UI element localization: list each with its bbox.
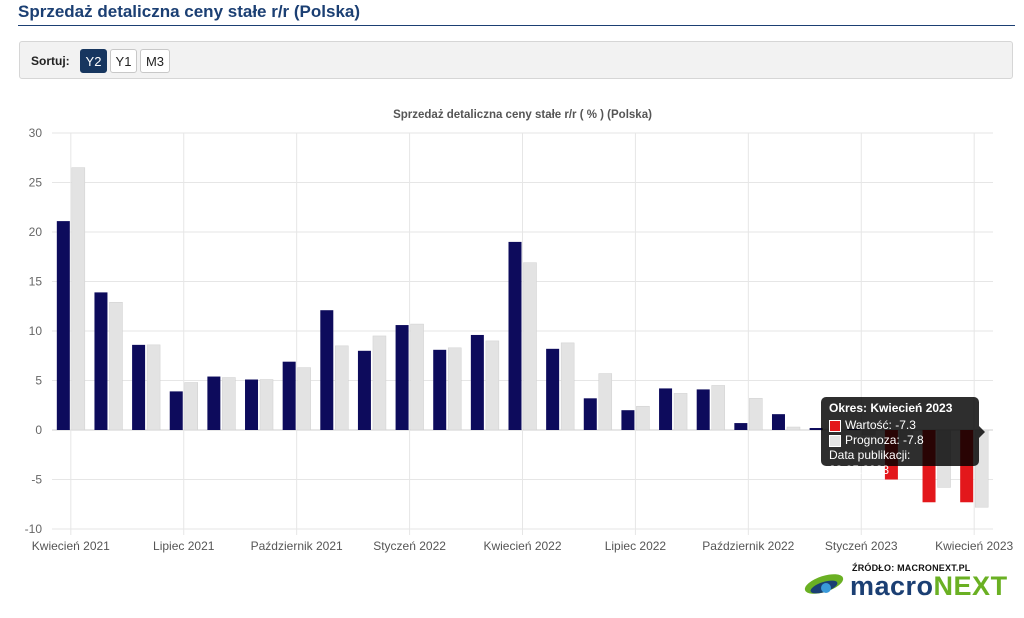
x-tick-label: Lipiec 2022 (605, 539, 667, 553)
forecast-swatch (829, 434, 841, 447)
bar-value (508, 241, 522, 430)
bar-forecast (485, 340, 500, 431)
bar-forecast (335, 345, 349, 431)
bar-value (621, 410, 635, 430)
bar-forecast (636, 405, 650, 431)
y-tick-label: 20 (29, 225, 43, 239)
x-tick-label: Styczeń 2023 (825, 539, 898, 553)
bar-value (470, 334, 484, 430)
bar-value (696, 389, 710, 430)
bar-value (659, 388, 673, 430)
title-divider (18, 25, 1015, 26)
sort-toolbar: Sortuj: Y2 Y1 M3 (19, 41, 1013, 79)
sort-button-m3[interactable]: M3 (140, 49, 170, 73)
x-tick-label: Lipiec 2021 (153, 539, 215, 553)
bar-value (357, 350, 371, 430)
y-tick-label: 25 (29, 176, 43, 190)
tooltip-title: Okres: Kwiecień 2023 (829, 401, 953, 415)
bar-forecast (184, 382, 198, 431)
bar-value (433, 349, 447, 430)
y-tick-label: 5 (35, 374, 42, 388)
bar-forecast (146, 344, 161, 431)
tooltip-date-row: Data publikacji: 23.05.2023 (829, 448, 971, 478)
y-tick-label: 15 (29, 275, 43, 289)
bar-forecast (523, 262, 537, 431)
x-tick-label: Kwiecień 2021 (32, 539, 110, 553)
value-swatch (829, 419, 841, 432)
x-tick-label: Styczeń 2022 (373, 539, 446, 553)
tooltip-forecast: Prognoza: -7.8 (845, 433, 924, 447)
bar-forecast (410, 323, 424, 431)
sort-button-y1[interactable]: Y1 (110, 49, 137, 73)
bar-forecast (560, 342, 575, 431)
page-title: Sprzedaż detaliczna ceny stałe r/r (Pols… (18, 2, 361, 21)
tooltip-value-row: Wartość: -7.3 (829, 418, 971, 433)
x-tick-label: Kwiecień 2023 (935, 539, 1013, 553)
tooltip-forecast-row: Prognoza: -7.8 (829, 433, 971, 448)
bar-forecast (297, 367, 311, 431)
y-tick-label: 30 (29, 126, 43, 140)
bar-value (169, 391, 183, 430)
x-tick-label: Październik 2022 (702, 539, 794, 553)
bar-forecast (109, 302, 123, 431)
x-tick-label: Kwiecień 2022 (483, 539, 561, 553)
y-tick-label: 0 (35, 423, 42, 437)
bar-value (771, 414, 785, 430)
bar-value (245, 379, 259, 430)
bar-forecast (673, 393, 688, 431)
tooltip-value: Wartość: -7.3 (845, 418, 916, 432)
y-tick-label: 10 (29, 324, 43, 338)
chart-title: Sprzedaż detaliczna ceny stałe r/r ( % )… (393, 109, 652, 121)
bar-value (734, 423, 748, 430)
bar-forecast (222, 377, 236, 431)
bar-forecast (786, 426, 801, 431)
bar-value (809, 428, 823, 430)
bar-forecast (711, 385, 725, 431)
bar-value (395, 325, 409, 430)
y-tick-label: -5 (31, 473, 42, 487)
source-label: ŹRÓDŁO: MACRONEXT.PL (852, 563, 971, 573)
tooltip-date: Data publikacji: 23.05.2023 (829, 448, 911, 477)
macronext-logo-text: macroNEXT (850, 571, 1008, 601)
y-tick-label: -10 (25, 522, 43, 536)
bar-forecast (598, 373, 613, 431)
x-tick-label: Październik 2021 (251, 539, 343, 553)
macronext-logo-icon (804, 574, 844, 594)
sort-button-y2[interactable]: Y2 (80, 49, 107, 73)
bar-forecast (447, 347, 462, 431)
bar-value (320, 310, 334, 430)
bar-value (282, 361, 296, 430)
chart-tooltip: Okres: Kwiecień 2023 Wartość: -7.3 Progn… (821, 397, 985, 477)
bar-value (132, 344, 146, 430)
macronext-logo: macroNEXT (802, 563, 1007, 603)
bar-forecast (749, 398, 763, 431)
bar-value (546, 348, 560, 430)
bar-forecast (259, 379, 274, 431)
bar-forecast (372, 335, 387, 431)
sort-label: Sortuj: (31, 54, 70, 68)
bar-value (94, 292, 108, 430)
bar-value (56, 221, 70, 430)
bar-value (207, 376, 221, 430)
bar-value (583, 398, 597, 430)
bar-chart: Sprzedaż detaliczna ceny stałe r/r ( % )… (25, 109, 1014, 553)
bar-forecast (71, 167, 86, 431)
